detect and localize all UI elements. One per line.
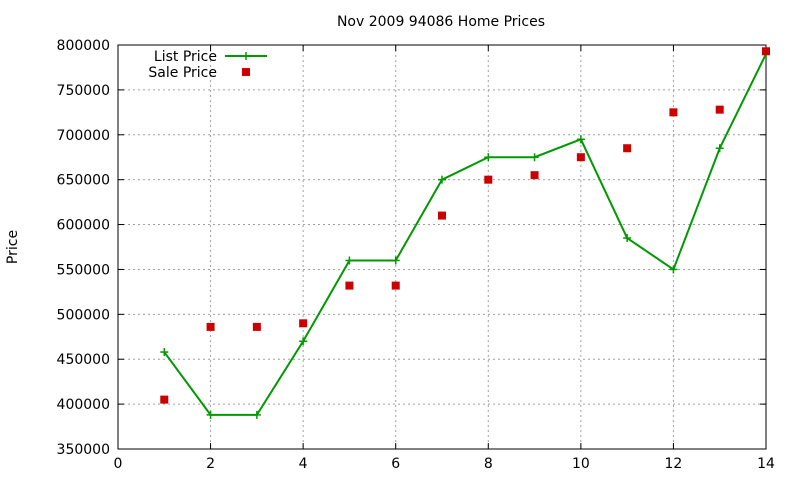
x-tick-label: 8: [484, 456, 493, 472]
data-point: [669, 265, 678, 274]
data-point: [669, 108, 678, 117]
data-point: [530, 171, 539, 180]
y-tick-label: 600000: [57, 218, 110, 234]
data-point: [530, 153, 539, 162]
data-point: [160, 348, 169, 357]
legend-swatch-marker: [242, 68, 250, 76]
legend-label: List Price: [154, 49, 217, 65]
x-tick-label: 10: [572, 456, 590, 472]
y-tick-label: 750000: [57, 83, 110, 99]
data-point: [576, 153, 585, 162]
series-sale-price: [160, 47, 770, 404]
y-tick-label: 400000: [57, 397, 110, 413]
x-tick-label: 0: [114, 456, 123, 472]
data-point: [623, 234, 632, 243]
grid: [118, 45, 766, 449]
y-tick-label: 650000: [57, 173, 110, 189]
data-point: [391, 281, 400, 290]
data-point: [252, 322, 261, 331]
data-point: [715, 144, 724, 153]
data-point: [160, 395, 169, 404]
data-point: [299, 319, 308, 328]
legend-swatch-marker: [242, 52, 250, 60]
y-tick-label: 800000: [57, 38, 110, 54]
plot-frame: [117, 44, 767, 450]
data-point: [345, 256, 354, 265]
data-point: [345, 281, 354, 290]
data-point: [762, 47, 770, 56]
series-layer: [160, 47, 770, 419]
data-point: [206, 410, 215, 419]
x-tick-label: 6: [391, 456, 400, 472]
legend-label: Sale Price: [148, 65, 217, 81]
data-point: [438, 175, 446, 184]
x-tick-label: 4: [299, 456, 308, 472]
x-tick-label: 12: [665, 456, 683, 472]
data-point: [623, 144, 632, 153]
y-tick-label: 350000: [57, 442, 110, 458]
data-point: [438, 211, 446, 220]
y-tick-label: 500000: [57, 307, 110, 323]
y-tick-label: 700000: [57, 128, 110, 144]
series-line: [163, 53, 767, 416]
series-list-price: [160, 49, 770, 419]
y-axis-label: Price: [5, 230, 21, 264]
data-point: [299, 337, 308, 346]
y-tick-label: 450000: [57, 352, 110, 368]
data-point: [252, 410, 261, 419]
data-point: [715, 105, 724, 114]
chart-title: Nov 2009 94086 Home Prices: [337, 14, 545, 30]
data-point: [391, 256, 400, 265]
data-point: [484, 153, 493, 162]
x-tick-label: 14: [757, 456, 775, 472]
data-point: [576, 135, 585, 144]
y-tick-label: 550000: [57, 262, 110, 278]
data-point: [206, 322, 215, 331]
data-point: [484, 175, 493, 184]
x-tick-label: 2: [206, 456, 215, 472]
axis-ticks: 0 2 4 6 8 10 12 14 350000 400000 450000 500000 55000…: [57, 38, 775, 472]
